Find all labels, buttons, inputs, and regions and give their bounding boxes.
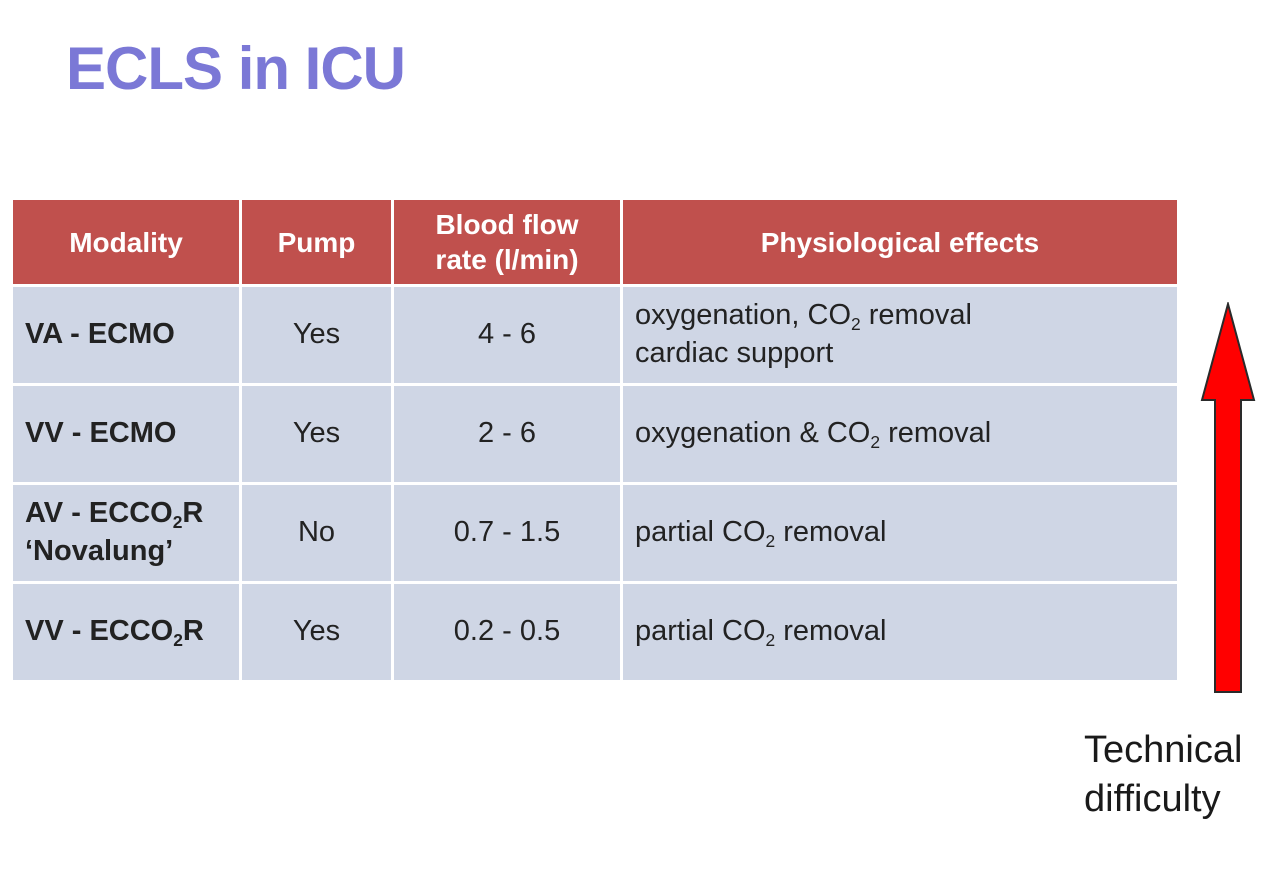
header-blood-flow-line2: rate (l/min) bbox=[435, 244, 579, 275]
modality-text: R bbox=[182, 615, 204, 648]
technical-difficulty-label: Technical difficulty bbox=[1084, 726, 1242, 825]
pump-cell: Yes bbox=[242, 584, 391, 680]
effects-text: partial CO bbox=[635, 516, 766, 549]
modality-cell: VV - ECMO bbox=[13, 386, 239, 482]
modality-cell: AV - ECCO2R ‘Novalung’ bbox=[13, 485, 239, 581]
pump-cell: No bbox=[242, 485, 391, 581]
header-blood-flow: Blood flow rate (l/min) bbox=[394, 200, 620, 284]
difficulty-line: difficulty bbox=[1084, 778, 1221, 821]
effects-cell: partial CO2 removal bbox=[623, 584, 1177, 680]
modality-text: VV - ECCO bbox=[25, 615, 174, 648]
table-row: VV - ECMO Yes 2 - 6 oxygenation & CO2 re… bbox=[13, 386, 1177, 482]
effects-subscript: 2 bbox=[870, 432, 881, 453]
effects-text: cardiac support bbox=[635, 337, 834, 369]
table-row: VV - ECCO2R Yes 0.2 - 0.5 partial CO2 re… bbox=[13, 584, 1177, 680]
effects-subscript: 2 bbox=[765, 531, 776, 552]
effects-text: oxygenation, CO bbox=[635, 299, 852, 332]
up-arrow-icon bbox=[1200, 302, 1256, 693]
effects-text: partial CO bbox=[635, 615, 766, 648]
flow-cell: 4 - 6 bbox=[394, 287, 620, 383]
effects-text: removal bbox=[775, 516, 887, 549]
table-row: VA - ECMO Yes 4 - 6 oxygenation, CO2 rem… bbox=[13, 287, 1177, 383]
header-effects: Physiological effects bbox=[623, 200, 1177, 284]
effects-cell: partial CO2 removal bbox=[623, 485, 1177, 581]
flow-cell: 0.2 - 0.5 bbox=[394, 584, 620, 680]
header-pump: Pump bbox=[242, 200, 391, 284]
effects-subscript: 2 bbox=[851, 314, 861, 335]
effects-text: removal bbox=[860, 299, 972, 332]
header-modality: Modality bbox=[13, 200, 239, 284]
effects-text: removal bbox=[775, 615, 887, 648]
modality-subscript: 2 bbox=[172, 512, 183, 533]
modality-cell: VV - ECCO2R bbox=[13, 584, 239, 680]
modality-text: AV - ECCO bbox=[25, 497, 173, 530]
effects-subscript: 2 bbox=[765, 630, 776, 651]
page-title: ECLS in ICU bbox=[66, 35, 406, 102]
modality-text: R bbox=[182, 497, 204, 530]
flow-cell: 0.7 - 1.5 bbox=[394, 485, 620, 581]
flow-cell: 2 - 6 bbox=[394, 386, 620, 482]
modality-subscript: 2 bbox=[173, 630, 183, 651]
effects-text: oxygenation & CO bbox=[635, 417, 871, 450]
table-header-row: Modality Pump Blood flow rate (l/min) Phy… bbox=[13, 200, 1177, 284]
difficulty-line: Technical bbox=[1084, 729, 1243, 771]
up-arrow-shape bbox=[1200, 302, 1256, 693]
pump-cell: Yes bbox=[242, 386, 391, 482]
effects-cell: oxygenation, CO2 removal cardiac support bbox=[623, 287, 1177, 383]
effects-cell: oxygenation & CO2 removal bbox=[623, 386, 1177, 482]
modality-cell: VA - ECMO bbox=[13, 287, 239, 383]
pump-cell: Yes bbox=[242, 287, 391, 383]
ecls-table: Modality Pump Blood flow rate (l/min) Phy… bbox=[10, 197, 1180, 683]
header-blood-flow-line1: Blood flow bbox=[435, 209, 579, 240]
modality-text: ‘Novalung’ bbox=[25, 535, 174, 567]
effects-text: removal bbox=[880, 417, 992, 450]
table-row: AV - ECCO2R ‘Novalung’ No 0.7 - 1.5 parti… bbox=[13, 485, 1177, 581]
